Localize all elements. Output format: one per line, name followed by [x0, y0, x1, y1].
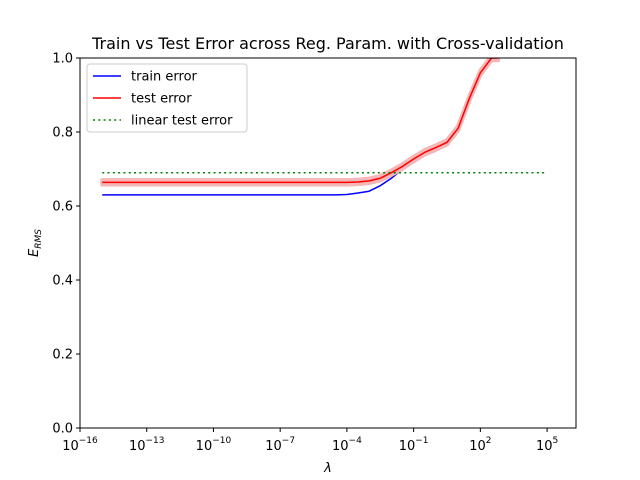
x-tick-exponent: −10: [212, 436, 231, 446]
x-tick-label: 10−16: [62, 436, 98, 454]
series-line-test-error: [102, 58, 499, 184]
x-tick-label: 105: [536, 436, 558, 454]
x-tick-exponent: −13: [145, 436, 164, 446]
x-tick-exponent: −1: [415, 436, 428, 446]
y-tick-label: 0.6: [52, 200, 73, 215]
y-axis-label-main: E: [27, 248, 42, 257]
y-tick-label: 0.8: [52, 126, 73, 141]
legend-label: test error: [131, 92, 192, 107]
y-tick-label: 0.2: [52, 348, 73, 363]
x-tick-base: 10: [469, 439, 486, 454]
y-axis-label-sub: RMS: [34, 229, 44, 249]
chart-title: Train vs Test Error across Reg. Param. w…: [91, 34, 564, 53]
axes-frame: [79, 57, 577, 429]
x-tick-exponent: 2: [486, 436, 492, 446]
plot-area: [100, 58, 548, 196]
series-band-test-error: [100, 58, 501, 187]
y-tick-label: 1.0: [52, 52, 73, 67]
series-layer: [100, 58, 548, 196]
y-axis-label-group: ERMS: [27, 229, 44, 257]
x-tick-base: 10: [536, 439, 553, 454]
x-tick-base: 10: [62, 439, 79, 454]
x-tick-base: 10: [399, 439, 416, 454]
x-axis-label: λ: [323, 461, 332, 476]
y-tick-label: 0.0: [52, 422, 73, 437]
legend-label: train error: [131, 70, 198, 85]
x-tick-exponent: −4: [349, 436, 363, 446]
x-tick-base: 10: [332, 439, 349, 454]
x-tick-base: 10: [265, 439, 282, 454]
x-tick-label: 10−7: [265, 436, 295, 454]
x-tick-label: 10−1: [399, 436, 429, 454]
x-axis-ticks: 10−16 10−13 10−10 10−7 10−4 10−1 102 105: [62, 428, 558, 454]
legend-label: linear test error: [131, 114, 233, 129]
x-tick-exponent: −16: [79, 436, 98, 446]
x-tick-exponent: 5: [552, 436, 558, 446]
x-tick-label: 102: [469, 436, 491, 454]
x-tick-label: 10−10: [196, 436, 232, 454]
legend: train error test error linear test error: [86, 63, 248, 133]
x-tick-base: 10: [129, 439, 146, 454]
x-tick-label: 10−13: [129, 436, 165, 454]
x-tick-label: 10−4: [332, 436, 362, 454]
y-tick-label: 0.4: [52, 274, 73, 289]
legend-box: [86, 63, 248, 133]
y-axis-label: ERMS: [27, 229, 44, 257]
y-axis-ticks: 0.0 0.2 0.4 0.6 0.8 1.0: [52, 52, 80, 437]
x-tick-exponent: −7: [282, 436, 295, 446]
x-tick-base: 10: [196, 439, 213, 454]
